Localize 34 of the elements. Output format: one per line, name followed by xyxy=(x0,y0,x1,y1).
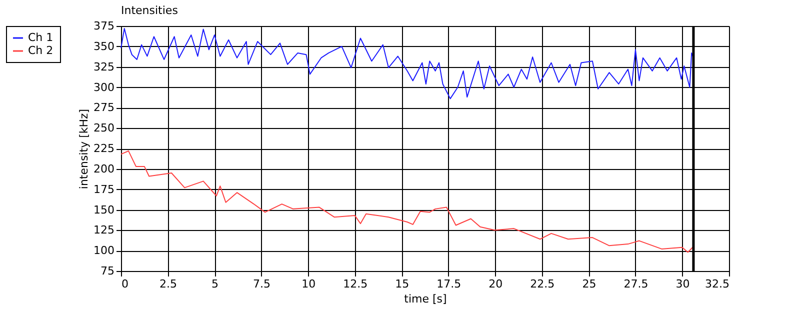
y-tick-label: 350 xyxy=(94,40,114,53)
y-tick-label: 200 xyxy=(94,162,114,176)
x-axis-title: time [s] xyxy=(404,292,447,306)
y-tick-label: 100 xyxy=(94,244,114,258)
chart-title: Intensities xyxy=(121,4,178,17)
y-tick-label: 250 xyxy=(94,122,114,135)
line-series xyxy=(120,28,694,100)
x-tick-label: 2.5 xyxy=(160,278,178,290)
y-tick-label: 325 xyxy=(94,60,114,74)
y-axis-title: intensity [kHz] xyxy=(78,108,91,190)
y-tick-label: 225 xyxy=(94,142,114,155)
x-tick-label: 22.5 xyxy=(530,278,555,290)
x-tick-label: 32.5 xyxy=(705,278,730,290)
x-tick-label: 17.5 xyxy=(436,278,462,290)
x-tick-label: 25 xyxy=(582,278,596,290)
x-tick-label: 12.5 xyxy=(343,278,368,290)
y-tick-label: 75 xyxy=(100,264,114,278)
y-tick-label: 300 xyxy=(94,80,114,94)
x-tick-label: 10 xyxy=(302,278,316,290)
x-tick-label: 0 xyxy=(122,278,128,290)
x-tick-label: 27.5 xyxy=(624,278,648,290)
y-tick-label: 150 xyxy=(94,203,114,216)
x-tick-label: 15 xyxy=(395,278,410,290)
y-tick-label: 125 xyxy=(94,224,114,237)
line-series xyxy=(120,150,694,253)
y-tick-label: 275 xyxy=(94,101,114,114)
x-tick-label: 20 xyxy=(488,278,503,290)
legend-label: Ch 1 xyxy=(28,31,54,44)
x-tick-label: 7.5 xyxy=(253,278,271,290)
y-tick-label: 175 xyxy=(94,182,114,196)
y-tick-label: 375 xyxy=(94,20,114,32)
x-tick-label: 30 xyxy=(676,278,690,290)
legend-label: Ch 2 xyxy=(28,44,54,57)
x-tick-label: 5 xyxy=(212,278,219,290)
